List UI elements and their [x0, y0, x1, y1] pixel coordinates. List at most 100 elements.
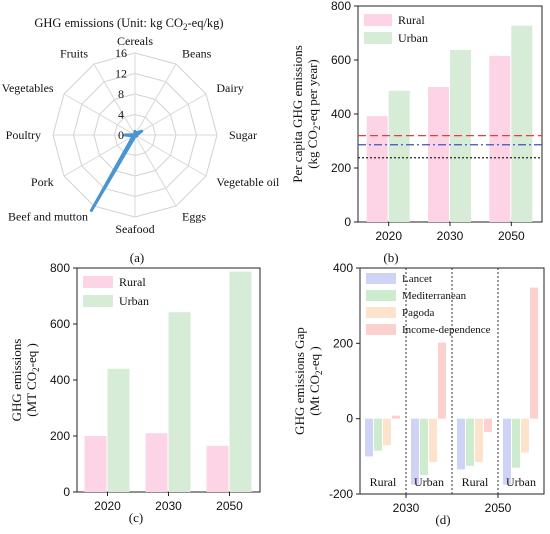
radar-tick-labels: 0 4 8 12 16	[115, 46, 127, 142]
bar-lancet	[457, 418, 465, 470]
bar-urban	[107, 368, 130, 492]
radar-label-pork: Pork	[31, 175, 54, 189]
legend-swatch-urban	[83, 295, 113, 307]
radar-label-beans: Beans	[182, 47, 212, 61]
legend-swatch-rural	[83, 276, 113, 288]
legend-label-rural: Rural	[119, 275, 146, 289]
y-tick-label: 400	[50, 373, 70, 387]
panel-label-a: (a)	[130, 250, 144, 265]
radar-tick: 12	[115, 67, 127, 81]
bar-pagoda	[475, 418, 483, 462]
group-label: Rural	[370, 475, 397, 489]
bar-pagoda	[383, 418, 391, 446]
radar-label-dairy: Dairy	[216, 81, 243, 95]
y-tick-label: 200	[50, 429, 70, 443]
y-tick-label: 400	[333, 261, 353, 275]
panel-d-bar-chart: -200 0 200 400 GHG emissions Gap (Mt CO2-eq )…	[292, 261, 545, 527]
bar-lancet	[365, 418, 373, 457]
bar-rural	[145, 433, 168, 492]
y-axis-label-line2: (MT CO2-eq )	[24, 343, 41, 417]
radar-label-vegetable-oil: Vegetable oil	[216, 175, 280, 189]
radar-tick: 0	[118, 128, 124, 142]
x-tick-label: 2030	[393, 501, 420, 515]
bar-rural	[366, 116, 388, 222]
panel-label-b: (b)	[383, 250, 398, 265]
legend-label-urban: Urban	[119, 294, 149, 308]
legend-label-income-dependence: Income-dependence	[402, 324, 491, 336]
y-tick-label: 600	[331, 53, 351, 67]
radar-spoke	[63, 134, 136, 177]
bar-rural	[206, 445, 229, 492]
y-tick-label: 200	[331, 161, 351, 175]
y-axis-label-line2: (Mt CO2-eq )	[307, 346, 324, 416]
bar-lancet	[503, 418, 511, 485]
y-tick-label: 800	[331, 0, 351, 13]
radar-label-seafood: Seafood	[115, 222, 154, 236]
legend-swatch-rural	[364, 14, 392, 26]
radar-spoke	[134, 93, 207, 136]
radar-label-fruits: Fruits	[60, 47, 88, 61]
bar-urban	[388, 90, 410, 222]
y-axis-label-line1: Per capita GHG emissions	[290, 45, 305, 183]
x-tick-label: 2020	[94, 499, 121, 513]
x-tick-label: 2030	[155, 499, 182, 513]
bar-rural	[84, 436, 107, 492]
radar-spoke	[93, 63, 136, 136]
x-tick-label: 2050	[498, 229, 525, 243]
bar-mediterranean	[420, 418, 428, 476]
radar-series-line	[89, 129, 144, 212]
legend-label-urban: Urban	[398, 31, 428, 45]
radar-category-labels: Cereals Beans Dairy Sugar Vegetable oil Eggs S…	[2, 34, 280, 236]
legend-swatch-mediterranean	[366, 290, 396, 301]
y-tick-label: 0	[63, 485, 70, 499]
bar-urban	[229, 271, 252, 492]
x-tick-label: 2050	[216, 499, 243, 513]
legend-label-lancet: Lancet	[402, 273, 432, 285]
legend-label-mediterranean: Mediterranean	[402, 290, 467, 302]
bar-rural	[428, 87, 449, 222]
group-label: Urban	[506, 475, 536, 489]
radar-tick: 4	[118, 108, 124, 122]
y-tick-label: 600	[50, 317, 70, 331]
panel-b-bar-chart: 0 200 400 600 800 Per capita GHG emissions (kg…	[290, 0, 543, 265]
bar-mediterranean	[466, 418, 474, 466]
y-tick-label: 200	[333, 336, 353, 350]
panel-c-bar-chart: 0 200 400 600 800 GHG emissions (MT CO2-eq ) 20…	[9, 261, 261, 525]
radar-spoke	[134, 63, 177, 136]
y-tick-label: 400	[331, 107, 351, 121]
bar-income-dependence	[392, 415, 400, 419]
bar-income-dependence	[438, 342, 446, 419]
group-label: Rural	[462, 475, 489, 489]
radar-tick: 8	[118, 87, 124, 101]
legend-swatch-urban	[364, 32, 392, 44]
legend-swatch-income-dependence	[366, 324, 396, 335]
y-axis-label-line1: GHG emissions Gap	[292, 327, 307, 435]
panel-label-c: (c)	[129, 510, 143, 525]
radar-label-cereals: Cereals	[117, 34, 153, 48]
legend-swatch-pagoda	[366, 307, 396, 318]
radar-spoke	[63, 93, 136, 136]
bar-mediterranean	[512, 418, 520, 468]
legend-label-pagoda: Pagoda	[402, 307, 435, 319]
bar-urban	[511, 25, 533, 223]
y-tick-label: 800	[50, 261, 70, 275]
bar-income-dependence	[484, 418, 492, 432]
radar-spoke	[134, 134, 177, 207]
bar-rural	[489, 55, 511, 223]
x-tick-label: 2050	[485, 501, 512, 515]
bar-lancet	[411, 418, 419, 485]
radar-label-sugar: Sugar	[229, 128, 257, 142]
panel-a-radar: GHG emissions (Unit: kg CO2-eq/kg) Cerea…	[2, 16, 280, 265]
radar-title: GHG emissions (Unit: kg CO2-eq/kg)	[34, 16, 223, 32]
y-tick-label: 0	[344, 215, 351, 229]
bar-urban	[168, 312, 191, 492]
radar-spoke	[134, 134, 207, 177]
x-tick-label: 2020	[375, 229, 402, 243]
group-label: Urban	[414, 475, 444, 489]
bar-income-dependence	[530, 287, 538, 419]
y-tick-label: -200	[329, 487, 353, 501]
x-tick-label: 2030	[437, 229, 464, 243]
y-axis-label-line2: (kg CO2-eq per year)	[305, 59, 322, 169]
legend-swatch-lancet	[366, 273, 396, 284]
